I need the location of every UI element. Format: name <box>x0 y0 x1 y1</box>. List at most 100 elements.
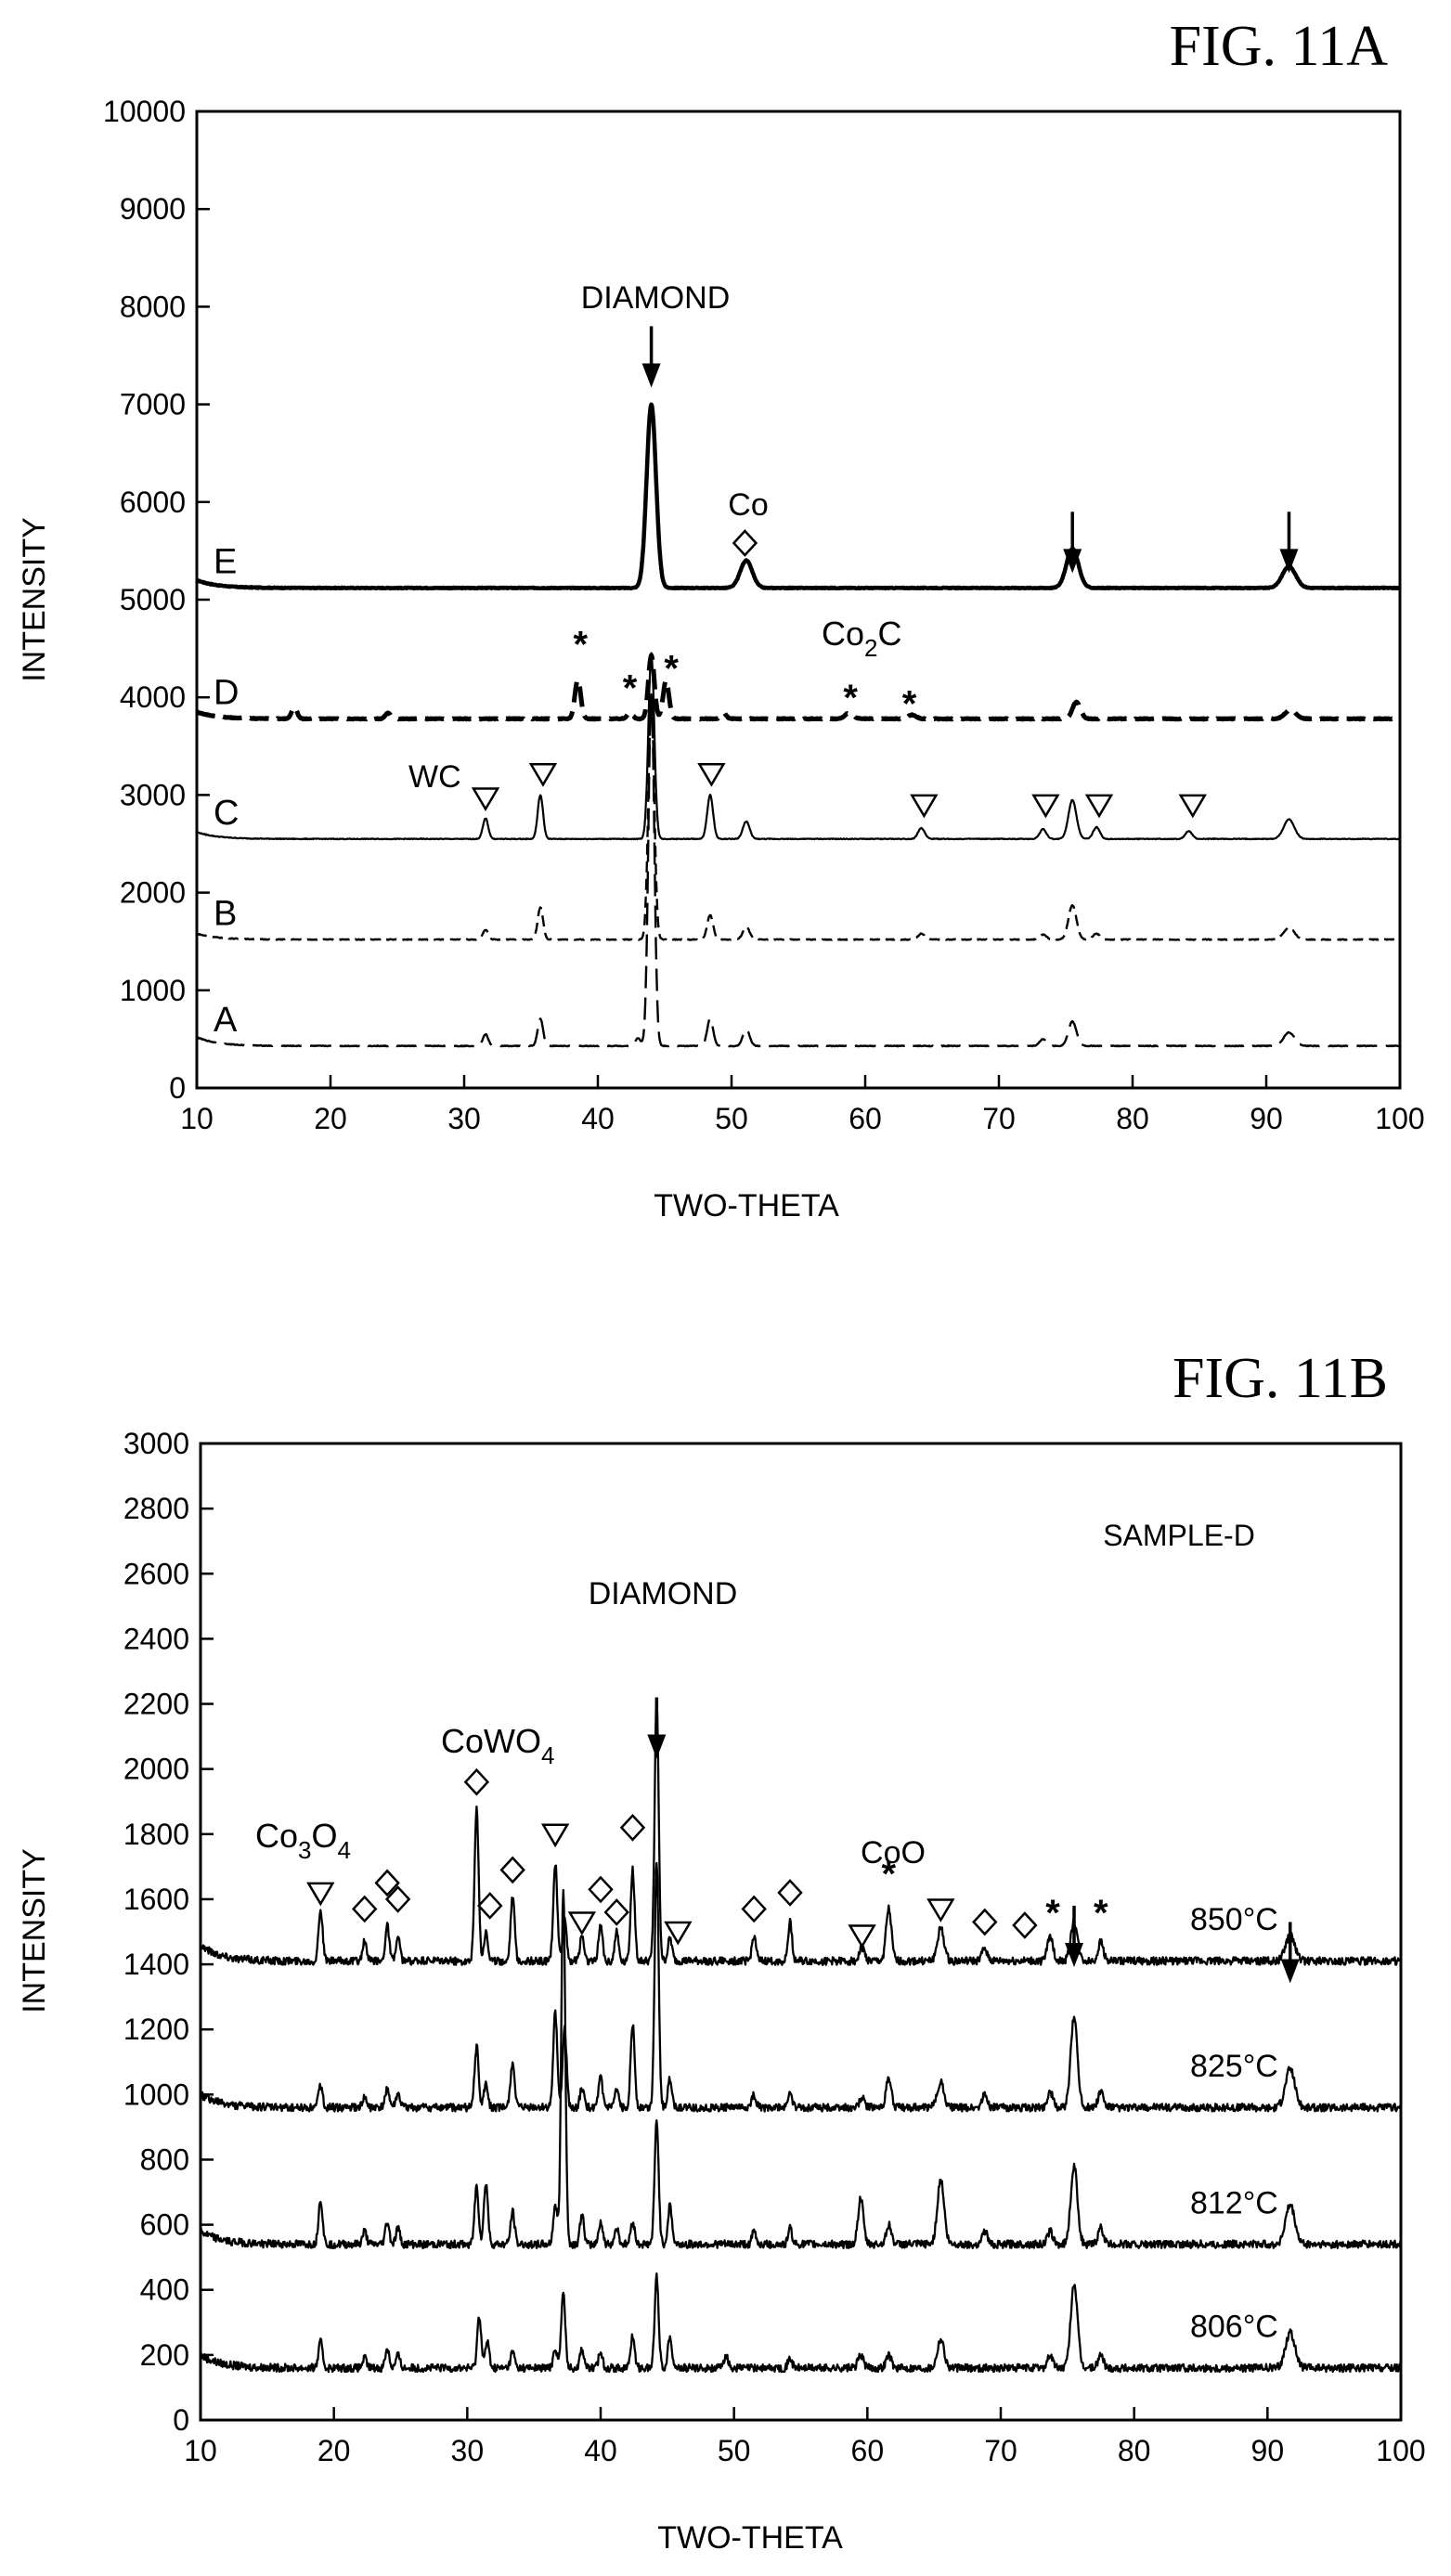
y-tick-label: 2400 <box>123 1622 189 1655</box>
y-tick-label: 1000 <box>120 974 186 1007</box>
y-tick-label: 800 <box>140 2142 189 2176</box>
y-tick-label: 10000 <box>103 95 186 128</box>
series-line <box>199 1697 1403 1966</box>
diamond-marker-icon <box>1012 1911 1038 1939</box>
fig-11a-title: FIG. 11A <box>1170 15 1389 78</box>
y-tick-label: 1400 <box>123 1948 189 1981</box>
triangle-marker-icon <box>697 763 726 787</box>
y-tick-label: 1600 <box>123 1883 189 1916</box>
co2c-end: C <box>878 615 902 653</box>
asterisk-marker-icon: * <box>882 1854 897 1895</box>
sample-annotation-11b: SAMPLE-D <box>1103 1519 1255 1552</box>
co-annotation-11a: Co <box>728 487 768 523</box>
y-axis-label-11a: INTENSITY <box>17 517 52 682</box>
asterisk-marker-icon: * <box>843 678 858 718</box>
x-axis-label-11b: TWO-THETA <box>657 2520 843 2556</box>
y-tick-label: 400 <box>140 2273 189 2307</box>
series-line <box>199 1888 1402 2249</box>
asterisk-marker-icon: * <box>573 624 588 665</box>
x-axis-11b: 10 20 30 40 50 60 70 80 90 100 <box>184 2407 1426 2467</box>
x-tick-label: 90 <box>1251 2434 1285 2467</box>
series-label: 812°C <box>1190 2185 1278 2220</box>
co3o4-co: Co <box>255 1817 298 1855</box>
cowo4-sub: 4 <box>541 1741 554 1769</box>
y-tick-label: 4000 <box>120 680 186 714</box>
chart-11b: 0 200 400 600 800 1000 1200 1400 1600 1800 2000 220… <box>17 1427 1426 2556</box>
triangle-marker-icon <box>848 1924 876 1948</box>
triangle-marker-icon <box>910 794 939 819</box>
x-axis-label-11a: TWO-THETA <box>654 1188 839 1223</box>
fig-11b-title: FIG. 11B <box>1172 1347 1388 1410</box>
series-label: D <box>214 674 239 713</box>
series-label: E <box>214 543 237 582</box>
wc-annotation-11a: WC <box>408 759 461 795</box>
series-line <box>196 693 1401 1048</box>
x-tick-label: 80 <box>1118 2434 1151 2467</box>
co2c-annotation-11a: Co2C <box>822 615 902 662</box>
triangle-marker-icon <box>528 763 558 787</box>
diamond-marker-icon <box>741 1895 767 1923</box>
down-arrow-icon <box>1065 1942 1084 1967</box>
x-tick-label: 80 <box>1116 1102 1149 1135</box>
y-tick-label: 8000 <box>120 290 186 323</box>
plot-frame-11b <box>199 1442 1403 2422</box>
markers-11b: * * * <box>306 1697 1300 1984</box>
x-tick-label: 10 <box>180 1102 214 1135</box>
y-axis-label-11b: INTENSITY <box>17 1848 52 2013</box>
asterisk-marker-icon: * <box>902 684 917 725</box>
asterisk-marker-icon: * <box>1045 1893 1060 1934</box>
diamond-marker-icon <box>603 1898 629 1926</box>
y-tick-label: 2200 <box>123 1688 189 1721</box>
co3o4-annotation-11b: Co3O4 <box>255 1817 351 1864</box>
co3o4-o: O <box>312 1817 338 1855</box>
chart-11a: 0 1000 2000 3000 4000 5000 6000 7000 8000 9000 100… <box>17 95 1425 1223</box>
diamond-marker-icon <box>588 1875 614 1904</box>
y-axis-11b: 0 200 400 600 800 1000 1200 1400 1600 1800 2000 220… <box>123 1427 214 2437</box>
x-tick-label: 50 <box>715 1102 748 1135</box>
cowo4-annotation-11b: CoWO4 <box>441 1722 554 1769</box>
x-tick-label: 10 <box>184 2434 217 2467</box>
y-tick-label: 1800 <box>123 1818 189 1851</box>
series-label: 806°C <box>1190 2310 1278 2345</box>
diamond-marker-icon <box>384 1885 411 1913</box>
y-tick-label: 1200 <box>123 2013 189 2046</box>
down-arrow-icon <box>1279 549 1299 574</box>
x-tick-label: 20 <box>317 2434 351 2467</box>
y-tick-label: 600 <box>140 2208 189 2242</box>
series-line <box>196 699 1401 941</box>
y-tick-label: 3000 <box>120 778 186 811</box>
y-tick-label: 2000 <box>123 1753 189 1786</box>
y-tick-label: 9000 <box>120 192 186 226</box>
triangle-marker-icon <box>664 1921 693 1946</box>
x-tick-label: 40 <box>581 1102 615 1135</box>
down-arrow-icon <box>1063 549 1082 574</box>
x-tick-label: 100 <box>1376 2434 1425 2467</box>
y-tick-label: 0 <box>173 2403 189 2437</box>
triangle-marker-icon <box>567 1911 597 1935</box>
y-tick-label: 2000 <box>120 876 186 910</box>
series-line <box>195 402 1402 591</box>
triangle-marker-icon <box>1178 794 1207 819</box>
triangle-marker-icon <box>1031 794 1060 819</box>
y-tick-label: 2800 <box>123 1492 189 1525</box>
x-tick-label: 30 <box>451 2434 485 2467</box>
x-tick-label: 50 <box>718 2434 751 2467</box>
y-tick-label: 7000 <box>120 388 186 421</box>
series-label: 825°C <box>1190 2049 1278 2084</box>
markers-11a: * * * * * <box>471 326 1299 819</box>
series-label: C <box>214 794 239 833</box>
asterisk-marker-icon: * <box>664 649 679 690</box>
diamond-marker-icon <box>777 1879 803 1907</box>
plot-frame-11a <box>195 110 1402 1090</box>
diamond-annotation-11b: DIAMOND <box>589 1576 738 1612</box>
x-axis-11a: 10 20 30 40 50 60 70 80 90 100 <box>180 1075 1425 1135</box>
diamond-marker-icon <box>732 529 758 557</box>
y-axis-11a: 0 1000 2000 3000 4000 5000 6000 7000 8000 9000 100… <box>103 95 210 1105</box>
co2c-main: Co <box>822 615 864 653</box>
asterisk-marker-icon: * <box>1094 1893 1108 1934</box>
diamond-marker-icon <box>352 1895 378 1923</box>
asterisk-marker-icon: * <box>623 668 638 709</box>
down-arrow-icon <box>1280 1959 1300 1984</box>
x-tick-label: 100 <box>1375 1102 1424 1135</box>
